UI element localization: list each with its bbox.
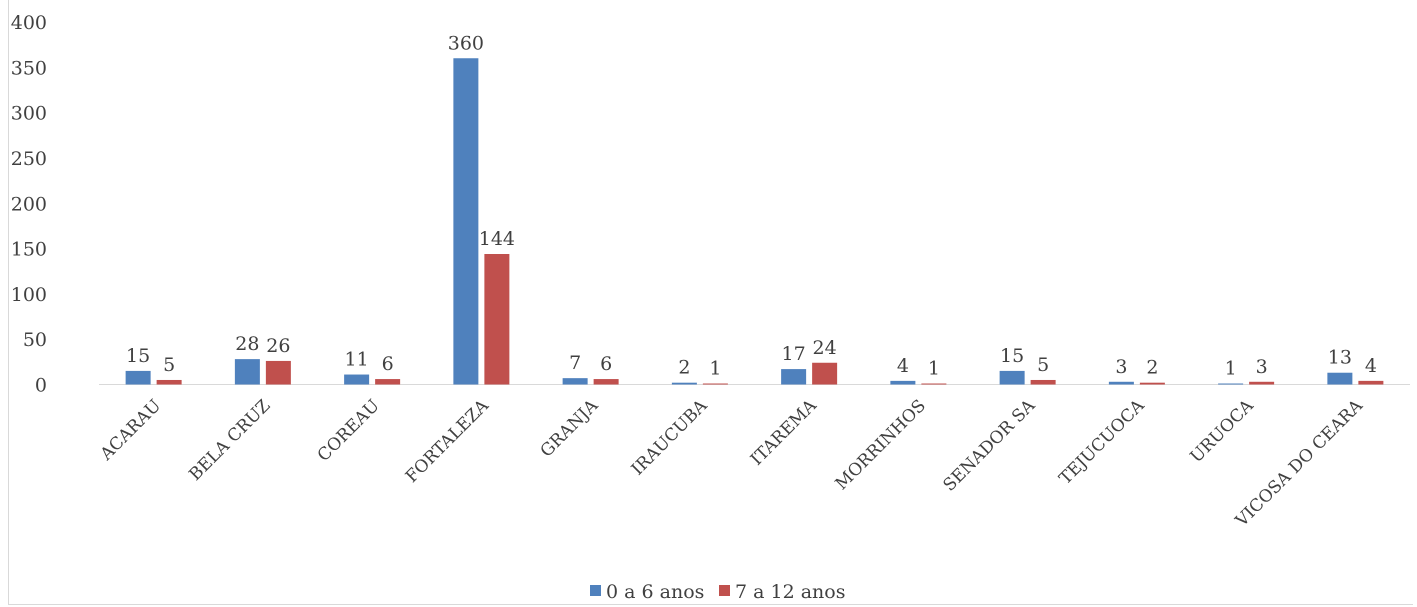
y-tick-label: 400 <box>11 12 47 34</box>
bar <box>1327 372 1353 385</box>
data-label: 5 <box>1037 354 1049 376</box>
data-label: 2 <box>678 357 690 379</box>
category-label: URUOCA <box>1186 395 1258 467</box>
bar <box>812 362 838 385</box>
y-tick-label: 250 <box>11 148 47 170</box>
chart-frame <box>8 0 1413 605</box>
data-label: 1 <box>709 358 721 380</box>
data-label: 3 <box>1115 356 1127 378</box>
data-label: 3 <box>1256 356 1268 378</box>
legend-swatch <box>719 585 730 596</box>
bar <box>453 58 479 385</box>
data-label: 5 <box>163 354 175 376</box>
data-label: 144 <box>479 228 515 250</box>
bar <box>1108 381 1134 385</box>
y-tick-label: 100 <box>11 284 47 306</box>
data-label: 15 <box>126 345 150 367</box>
legend-label: 0 a 6 anos <box>606 581 704 603</box>
data-label: 6 <box>600 353 612 375</box>
category-label: COREAU <box>314 396 384 466</box>
bar <box>1358 380 1384 385</box>
bar <box>265 360 291 385</box>
y-tick-label: 350 <box>11 57 47 79</box>
data-label: 24 <box>813 337 837 359</box>
bar <box>1249 381 1275 385</box>
data-label: 11 <box>345 349 369 371</box>
y-tick-label: 150 <box>11 239 47 261</box>
category-label: GRANJA <box>537 395 603 461</box>
y-tick-label: 300 <box>11 103 47 125</box>
data-label: 6 <box>382 353 394 375</box>
category-label: MORRINHOS <box>832 396 930 494</box>
y-tick-label: 50 <box>23 329 47 351</box>
category-label: IRAUCUBA <box>628 395 712 479</box>
bar <box>702 383 728 385</box>
legend-label: 7 a 12 anos <box>735 581 845 603</box>
bar <box>1218 383 1244 385</box>
category-label: SENADOR SA <box>940 395 1040 495</box>
bar <box>1139 382 1165 385</box>
bar <box>234 359 260 385</box>
category-label: BELA CRUZ <box>185 396 274 485</box>
bar <box>375 379 401 385</box>
category-label: ITAREMA <box>747 395 821 469</box>
y-tick-label: 0 <box>35 375 47 397</box>
data-label: 17 <box>782 343 806 365</box>
bar <box>1030 379 1056 385</box>
bar <box>593 379 619 385</box>
bar <box>156 379 182 385</box>
data-label: 360 <box>448 32 484 54</box>
data-label: 4 <box>1365 355 1377 377</box>
category-label: ACARAU <box>96 396 165 465</box>
data-label: 28 <box>235 333 259 355</box>
category-label: TEJUCUOCA <box>1055 395 1148 488</box>
y-tick-label: 200 <box>11 193 47 215</box>
data-label: 7 <box>569 352 581 374</box>
data-label: 13 <box>1328 347 1352 369</box>
data-label: 4 <box>897 355 909 377</box>
data-label: 15 <box>1000 345 1024 367</box>
data-label: 2 <box>1146 357 1158 379</box>
bar <box>781 369 807 385</box>
legend-swatch <box>590 585 601 596</box>
bar <box>671 382 697 385</box>
bar <box>344 374 370 385</box>
bar <box>562 378 588 385</box>
bar <box>921 383 947 385</box>
data-label: 26 <box>266 335 290 357</box>
bar <box>890 380 916 385</box>
data-label: 1 <box>1225 358 1237 380</box>
category-label: FORTALEZA <box>402 395 494 487</box>
bar <box>125 370 151 385</box>
bar <box>484 254 510 385</box>
bar <box>999 370 1025 385</box>
data-label: 1 <box>928 358 940 380</box>
